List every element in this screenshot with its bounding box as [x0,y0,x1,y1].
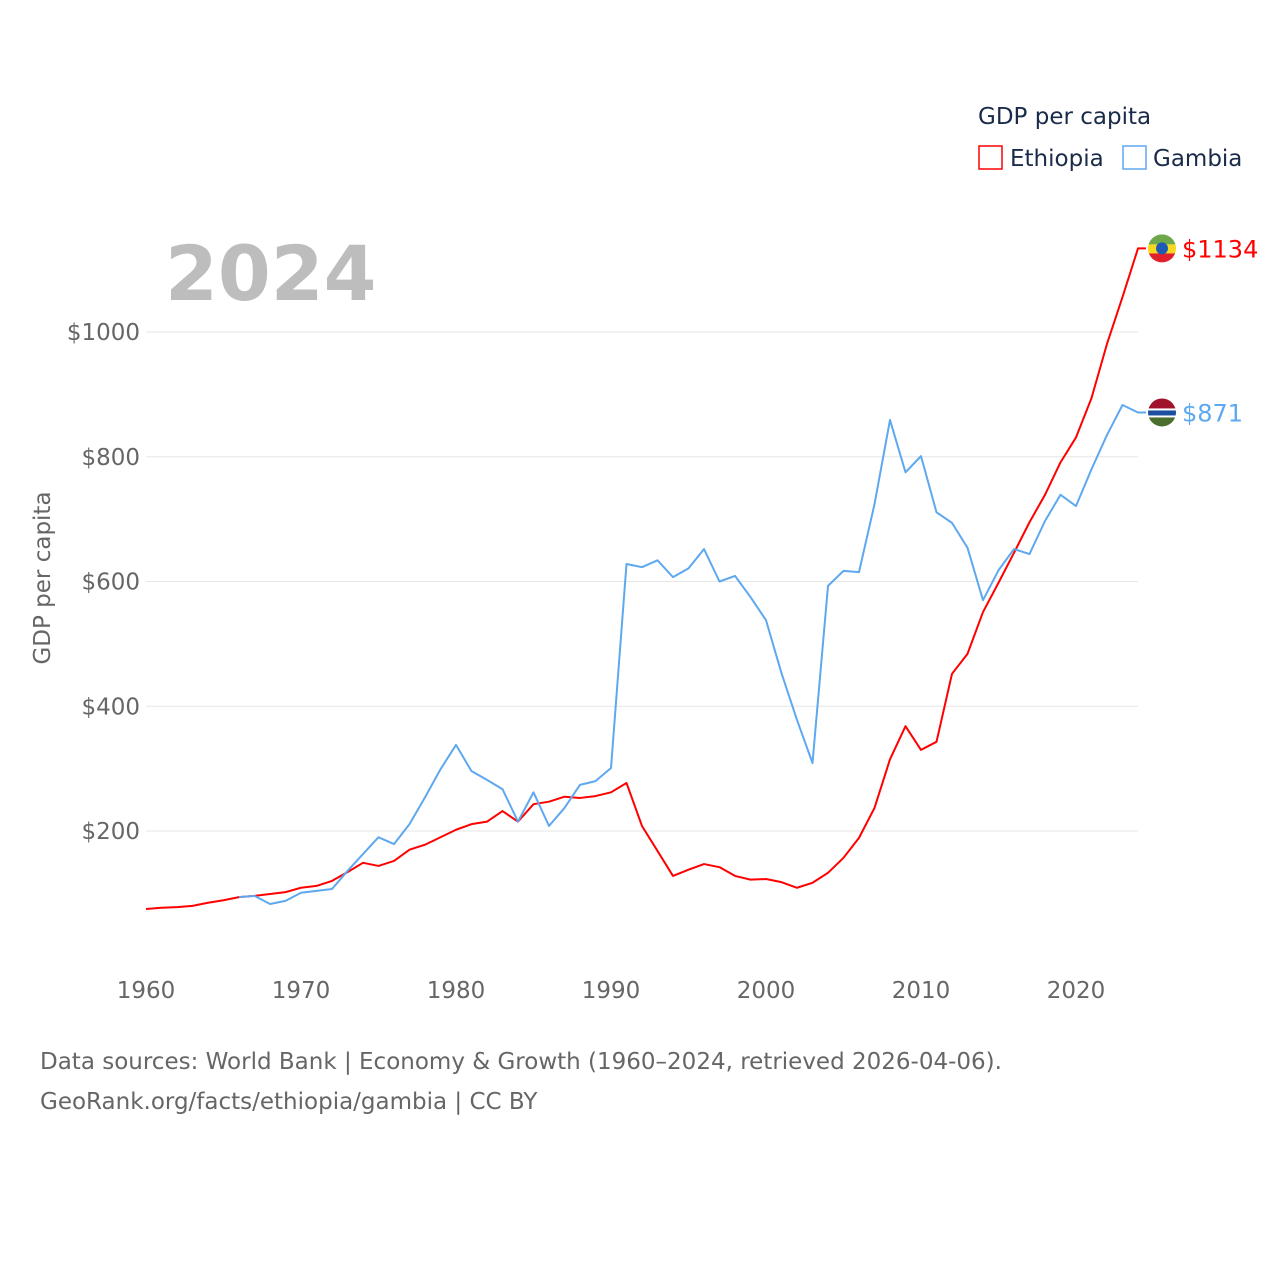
x-tick-label: 2000 [737,978,796,1004]
end-value-label-ethiopia: $1134 [1182,235,1258,263]
x-tick-label: 1990 [582,978,641,1004]
series-line-ethiopia [145,247,1146,910]
footer: Data sources: World Bank | Economy & Gro… [40,1042,1002,1122]
year-watermark: 2024 [165,229,377,318]
x-tick-label: 2020 [1047,978,1106,1004]
x-tick-label: 1960 [117,978,176,1004]
flag-icon-ethiopia [1148,234,1176,263]
end-value-label-gambia: $871 [1182,399,1243,427]
legend-item-ethiopia[interactable]: Ethiopia [978,145,1104,172]
legend-item-gambia[interactable]: Gambia [1122,145,1242,172]
legend-label-gambia: Gambia [1153,146,1242,172]
y-tick-label: $200 [81,819,140,845]
legend-swatch-gambia [1122,145,1147,170]
data-sources-text: Data sources: World Bank | Economy & Gro… [40,1049,1002,1075]
x-tick-label: 1970 [272,978,331,1004]
legend-label-ethiopia: Ethiopia [1010,146,1104,172]
y-tick-label: $400 [81,694,140,720]
y-tick-label: $800 [81,445,140,471]
y-axis-label: GDP per capita [30,491,56,664]
y-tick-label: $600 [81,570,140,596]
source-link[interactable]: GeoRank.org/facts/ethiopia/gambia | CC B… [40,1089,538,1115]
x-tick-label: 2010 [892,978,951,1004]
series-line-gambia [238,403,1146,905]
legend-swatch-ethiopia [978,145,1003,170]
y-tick-label: $1000 [67,320,140,346]
x-tick-label: 1980 [427,978,486,1004]
legend-title: GDP per capita [978,104,1151,130]
flag-icon-gambia [1148,398,1176,427]
